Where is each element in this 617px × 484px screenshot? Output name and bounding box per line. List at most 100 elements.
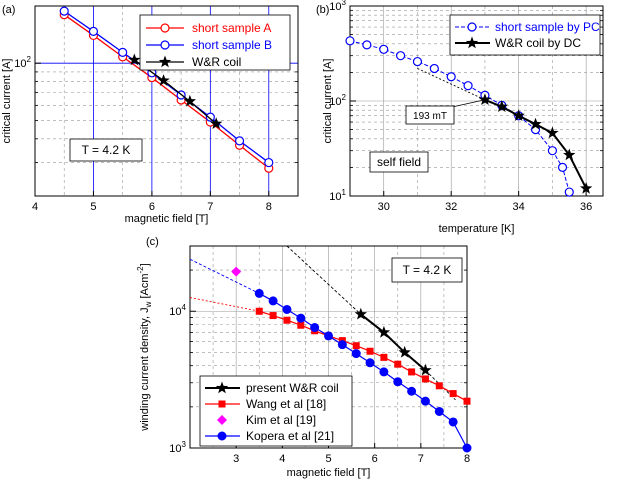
self-field-annotation: self field [377, 155, 421, 169]
panel-label: (b) [316, 4, 329, 16]
y-tick-label: 103 [329, 0, 346, 13]
data-point [579, 181, 593, 194]
data-point [419, 363, 432, 376]
data-point [380, 353, 388, 361]
x-tick-label: 3 [233, 453, 239, 465]
x-tick-label: 7 [418, 453, 424, 465]
data-point [564, 187, 574, 197]
panel-b: 101 102 103 30 32 34 36 193 mT self field tempera… [316, 0, 604, 235]
panel-label: (a) [2, 4, 15, 16]
legend-marker [465, 36, 479, 49]
plot-frame [34, 5, 299, 197]
legend-label: present W&R coil [246, 381, 339, 395]
data-point [268, 296, 278, 306]
data-point [324, 331, 333, 341]
data-point [396, 51, 406, 61]
data-point [264, 157, 274, 168]
data-point [434, 406, 444, 416]
data-point [254, 288, 264, 298]
data-point [310, 323, 320, 333]
x-tick-label: 36 [580, 201, 592, 213]
x-tick-label: 34 [513, 201, 525, 213]
self-field-box [369, 151, 429, 173]
data-point [394, 360, 402, 368]
data-point [337, 340, 347, 350]
data-point [297, 321, 305, 329]
legend-marker [160, 23, 170, 33]
data-point [269, 312, 277, 320]
legend-marker [158, 55, 172, 68]
data-point [345, 36, 355, 46]
temperature-annotation: T = 4.2 K [403, 263, 452, 277]
data-point [448, 417, 458, 427]
x-axis-label: magnetic field [T] [125, 213, 209, 225]
data-point [128, 53, 141, 66]
data-point [462, 443, 472, 453]
x-axis-label: magnetic field [T] [287, 467, 371, 479]
legend-label: Kim et al [19] [246, 413, 316, 427]
data-point [88, 26, 99, 37]
legend-label: Kopera et al [21] [246, 429, 334, 443]
field-callout: 193 mT [405, 99, 486, 125]
series-present-w-r-coil [354, 307, 432, 376]
panel-label: (c) [146, 236, 159, 248]
data-point [351, 349, 361, 359]
legend: short sample A short sample B W&R coil [139, 14, 291, 71]
data-point [412, 56, 423, 67]
series-line [259, 310, 468, 402]
x-tick-label: 6 [372, 453, 378, 465]
data-point [352, 342, 360, 350]
data-point [478, 93, 492, 106]
legend-marker [160, 40, 170, 50]
y-tick-label: 101 [329, 188, 346, 203]
data-point [379, 367, 389, 377]
plot-frame [349, 5, 604, 197]
y-tick-label: 102 [14, 55, 31, 70]
data-point [282, 304, 292, 314]
legend-label: short sample by PC [495, 20, 600, 34]
series-line [63, 14, 270, 169]
legend-label: W&R coil [192, 55, 241, 69]
legend-label: short sample A [192, 21, 271, 35]
panel-a: 102 4 5 6 7 8 magnetic field [T] critical curre… [1, 4, 299, 225]
data-point [529, 117, 542, 130]
data-point [296, 313, 306, 323]
data-point [420, 396, 430, 406]
legend: present W&R coil Wang et al [18] Kim et al… [199, 375, 353, 447]
data-point [379, 44, 389, 54]
x-tick-label: 4 [32, 201, 38, 213]
data-point [59, 6, 69, 16]
series-kopera-et-al-21- [254, 288, 472, 453]
callout-box [405, 105, 455, 125]
data-point [255, 307, 263, 315]
x-tick-label: 6 [149, 201, 155, 213]
series-line [484, 98, 588, 189]
data-point [421, 375, 429, 383]
data-point [449, 390, 457, 398]
data-point [495, 100, 508, 112]
data-point [377, 325, 391, 338]
x-tick-label: 5 [325, 453, 331, 465]
series-kim-et-al-19- [231, 266, 242, 277]
data-point [234, 136, 245, 146]
data-point [557, 162, 568, 173]
x-axis-label: temperature [K] [439, 223, 515, 235]
legend: short sample by PC W&R coil by DC [449, 14, 601, 56]
series-line [258, 292, 468, 449]
data-point [408, 368, 416, 376]
series-short-sample-by-pc [345, 36, 574, 197]
legend-box [449, 14, 601, 56]
legend-label: W&R coil by DC [495, 36, 581, 50]
legend-marker [215, 381, 229, 394]
y-tick-label: 103 [169, 440, 186, 455]
data-point [407, 386, 417, 396]
x-tick-label: 32 [445, 201, 457, 213]
data-point [118, 47, 128, 57]
x-tick-label: 4 [279, 453, 285, 465]
data-point [365, 358, 375, 368]
extrapolation-line [189, 258, 260, 294]
temperature-annotation: T = 4.2 K [82, 143, 131, 157]
data-point [231, 266, 242, 277]
legend-marker [217, 431, 227, 441]
